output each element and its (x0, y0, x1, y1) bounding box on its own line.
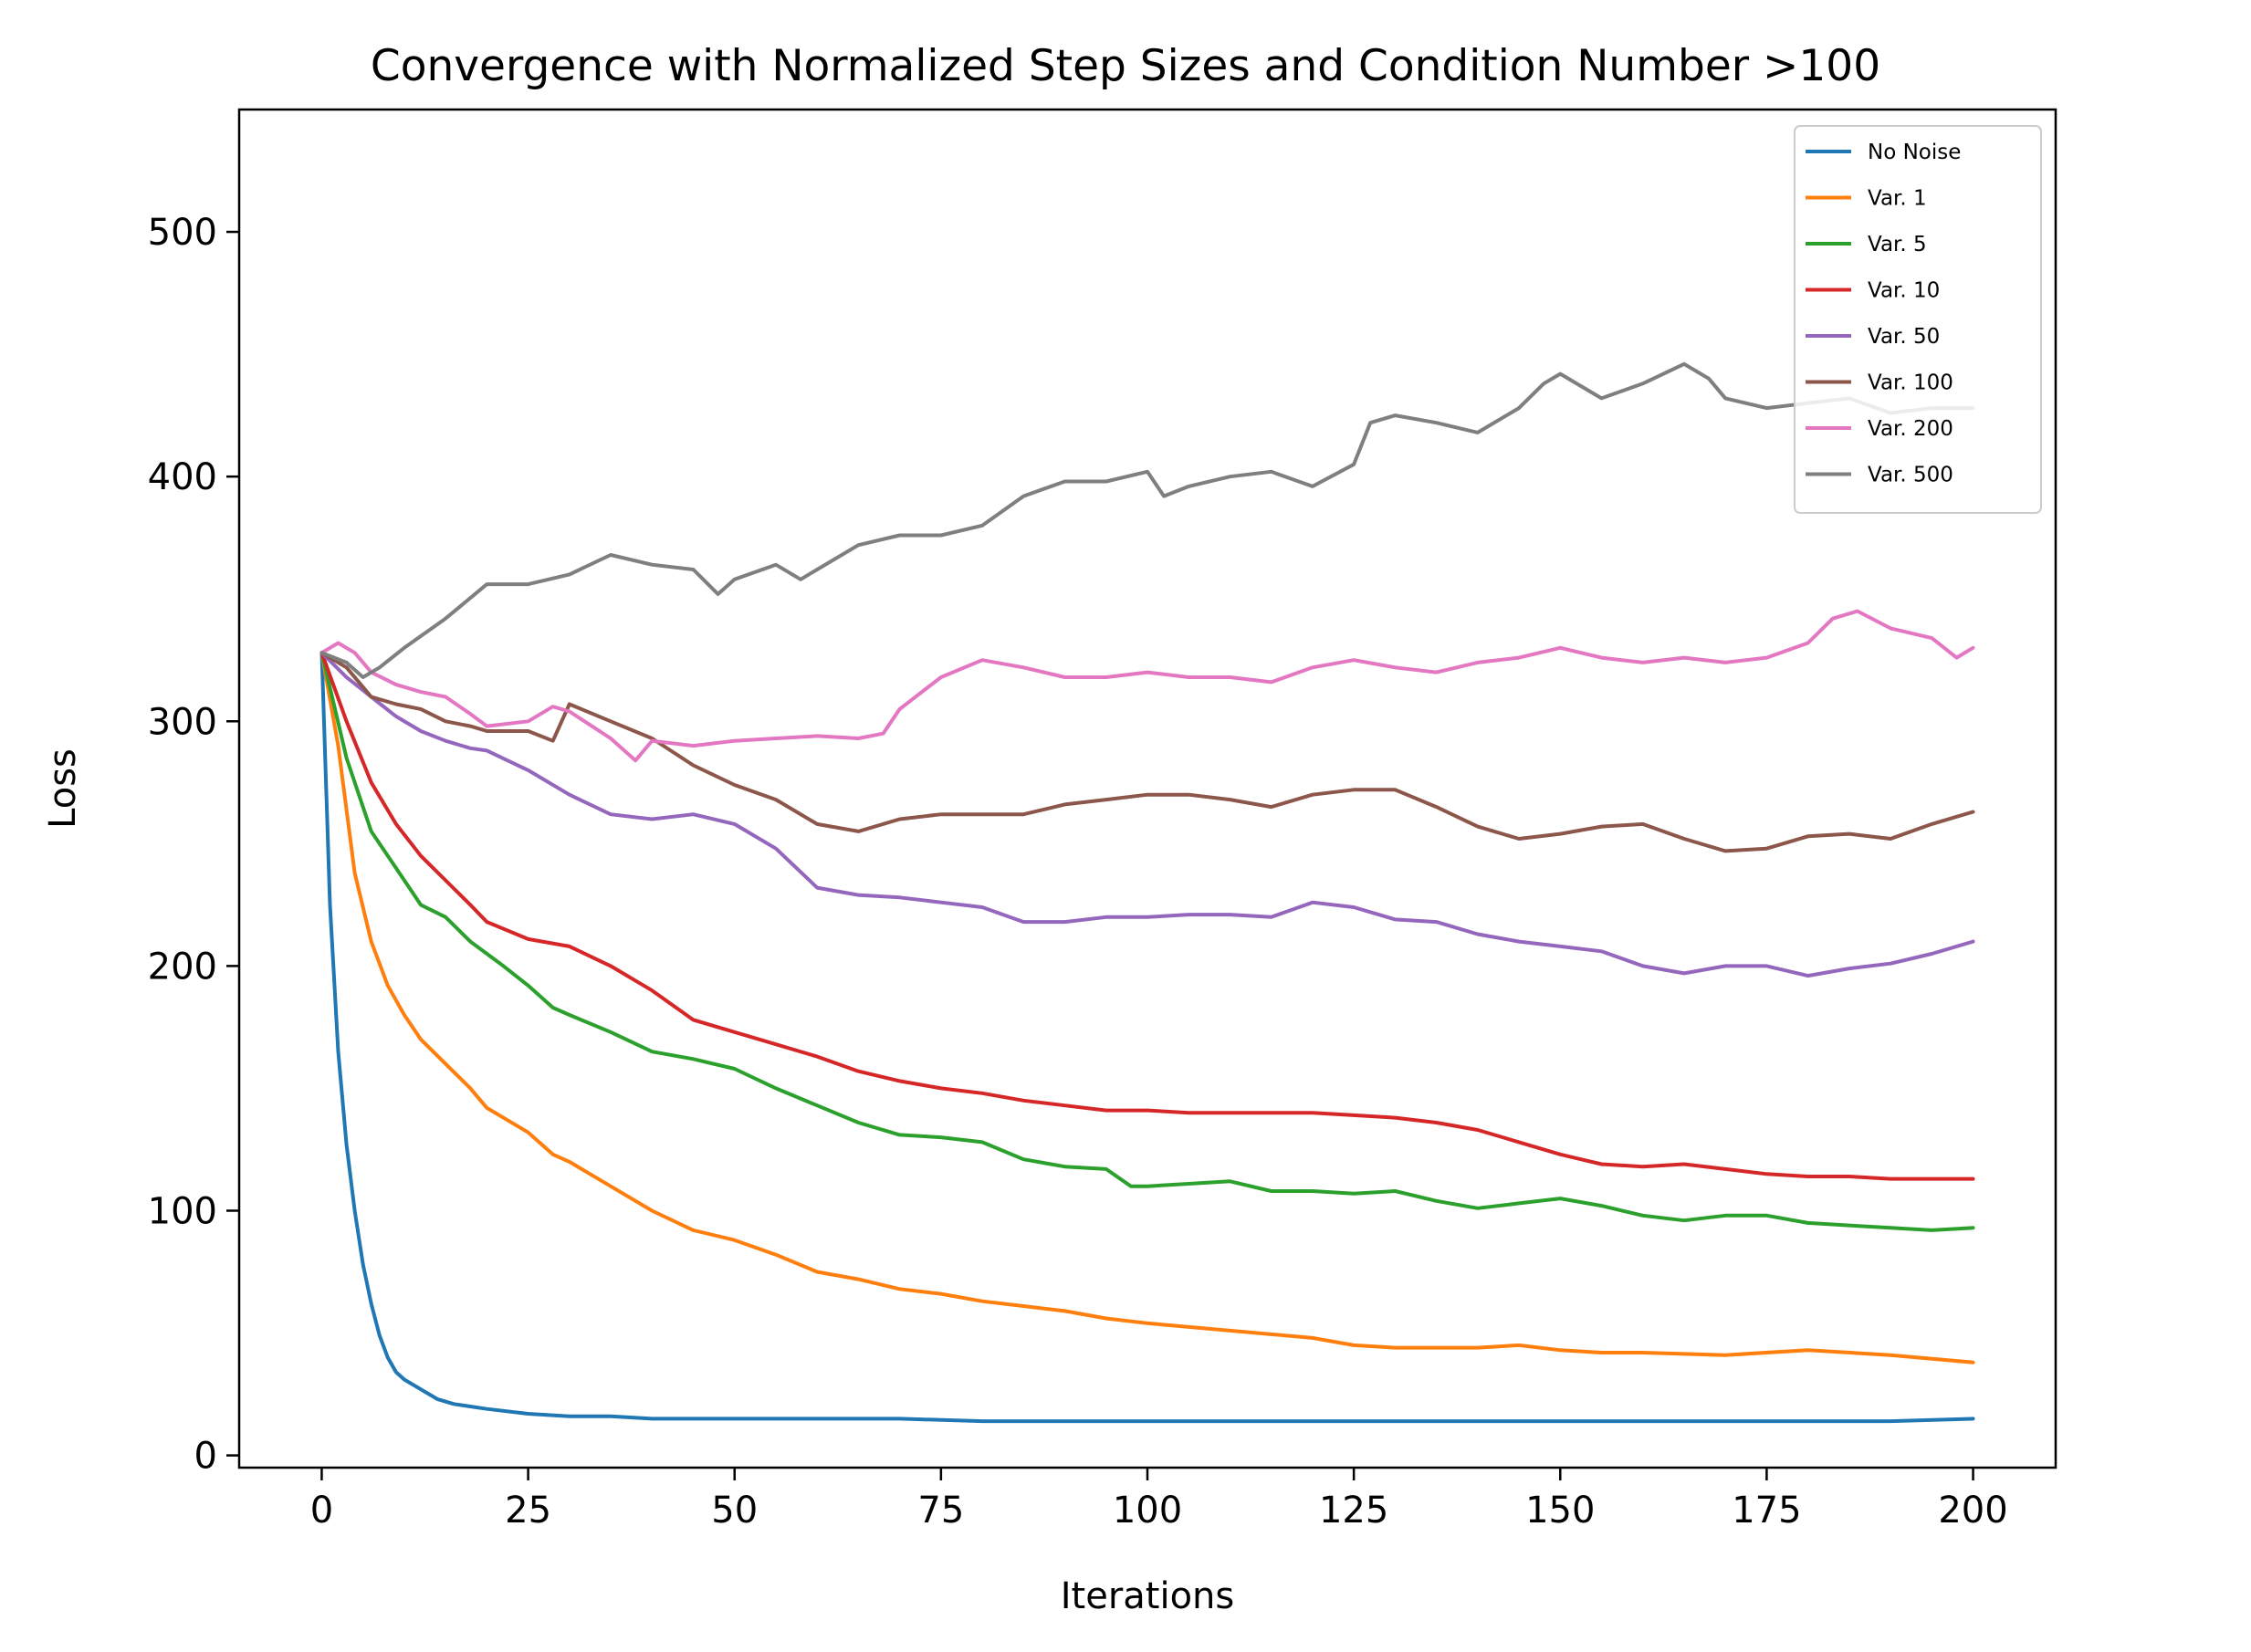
series-line-5 (319, 651, 1975, 853)
series-line-3 (319, 651, 1975, 1181)
legend: No Noise Var. 1 Var. 5 Var. 10 Var. 50 Var. 1… (1794, 125, 2042, 514)
series-line-0 (319, 651, 1975, 1424)
legend-box (1794, 125, 2042, 514)
x-tick-label: 125 (1319, 1490, 1388, 1532)
y-tick-label: 400 (148, 456, 217, 498)
y-axis-label: Loss (42, 748, 84, 829)
y-tick-label: 0 (194, 1436, 217, 1478)
x-tick-label: 175 (1732, 1490, 1801, 1532)
legend-entry: Var. 5 (1868, 233, 1927, 256)
x-tick-label: 75 (917, 1490, 964, 1532)
y-axis: 0 100 200 300 400 500 (148, 212, 239, 1478)
legend-entry: Var. 100 (1868, 371, 1953, 395)
legend-entry: Var. 50 (1868, 325, 1940, 349)
legend-entry: Var. 1 (1868, 187, 1927, 211)
series-line-2 (319, 651, 1975, 1232)
y-tick-label: 500 (148, 212, 217, 254)
series-line-7 (319, 361, 1975, 679)
x-tick-label: 0 (310, 1490, 333, 1532)
x-tick-label: 150 (1525, 1490, 1595, 1532)
x-tick-label: 25 (505, 1490, 551, 1532)
y-tick-label: 200 (148, 946, 217, 988)
y-tick-label: 300 (148, 701, 217, 743)
legend-entry: Var. 10 (1868, 279, 1940, 303)
x-tick-label: 50 (711, 1490, 758, 1532)
plot-area (239, 110, 2056, 1468)
series-line-4 (319, 651, 1975, 978)
x-tick-label: 100 (1113, 1490, 1182, 1532)
series-line-6 (319, 609, 1975, 763)
x-axis-label: Iterations (1061, 1575, 1235, 1617)
y-tick-label: 100 (148, 1190, 217, 1232)
legend-entry: Var. 200 (1868, 417, 1953, 441)
legend-entry: No Noise (1868, 141, 1961, 164)
x-axis: 0 25 50 75 100 125 150 175 200 (310, 1468, 2008, 1532)
series-layer (319, 361, 1975, 1424)
legend-entry: Var. 500 (1868, 464, 1953, 487)
x-tick-label: 200 (1938, 1490, 2007, 1532)
chart-title: Convergence with Normalized Step Sizes a… (371, 41, 1880, 91)
series-line-1 (319, 651, 1975, 1364)
